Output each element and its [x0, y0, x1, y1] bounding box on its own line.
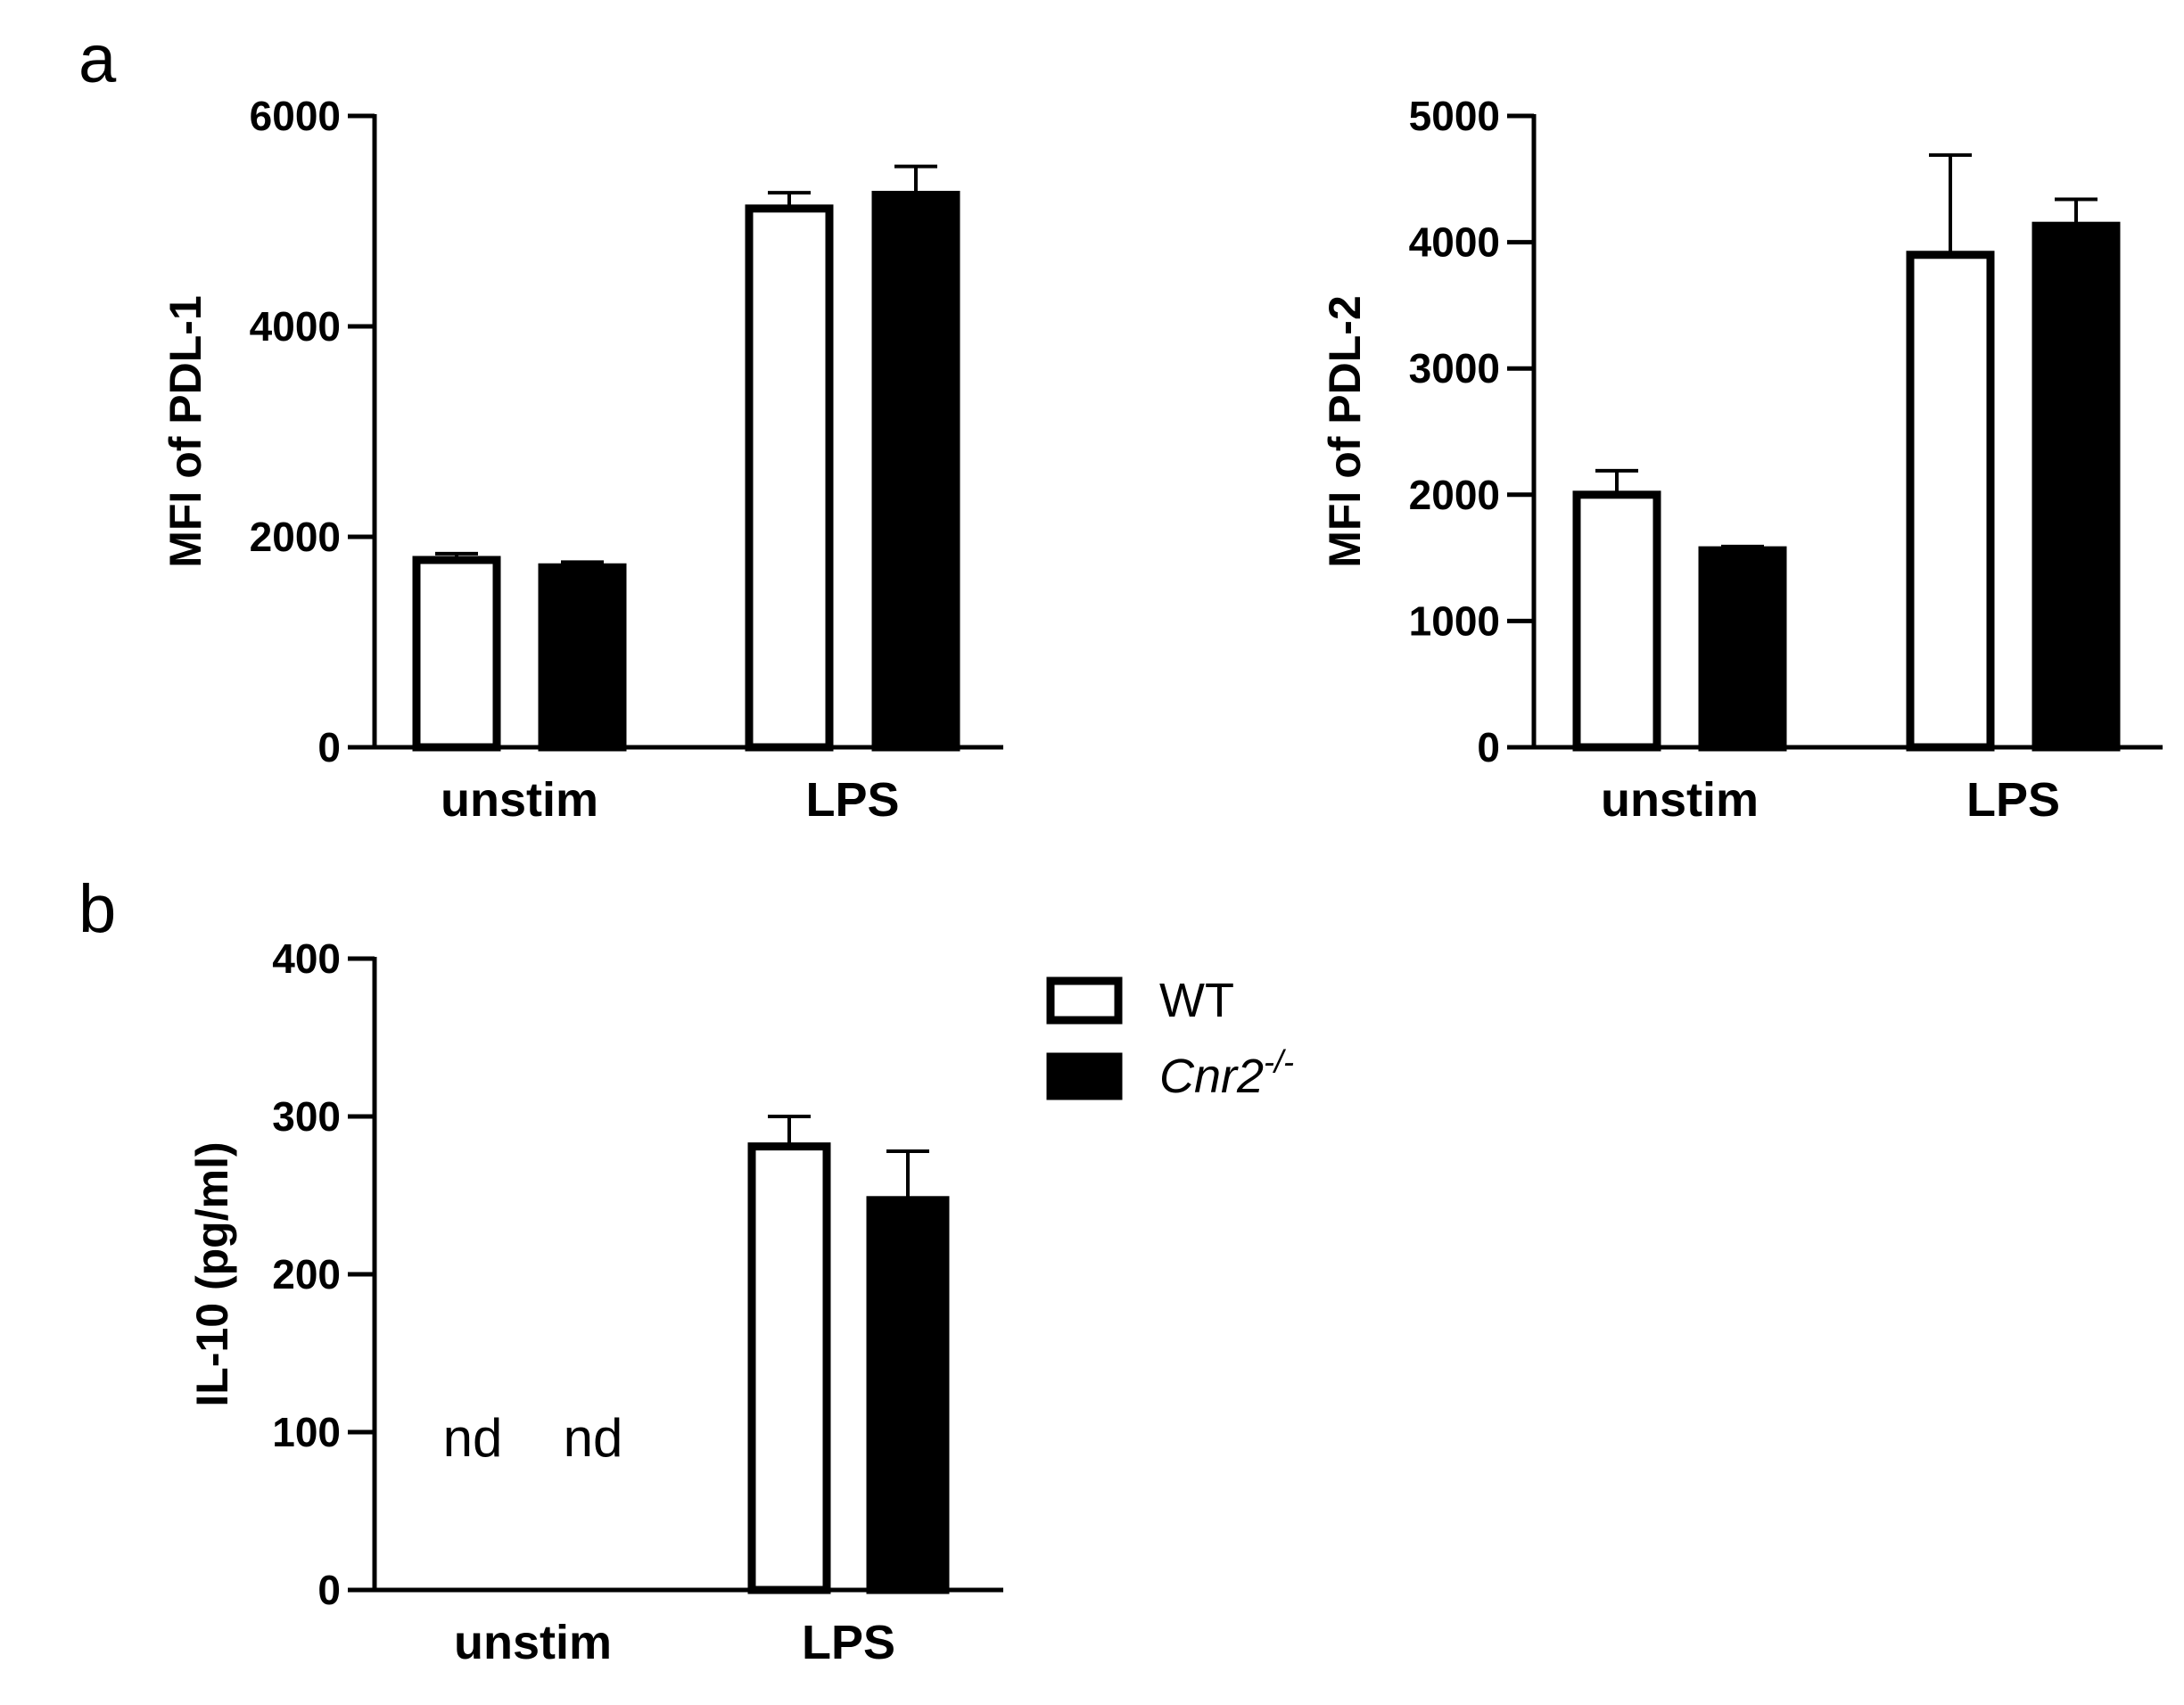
bar-wt	[745, 204, 834, 752]
y-tick-label: 0	[1477, 724, 1500, 770]
legend-label-cnr2-sup: -/-	[1264, 1043, 1294, 1080]
y-axis-label: MFI of PDL-2	[1320, 295, 1370, 568]
y-axis-label: IL-10 (pg/ml)	[187, 1141, 237, 1406]
legend-swatch-wt	[1046, 976, 1123, 1025]
bar-wt	[1572, 490, 1661, 752]
chart-il10: 0 100 200 300 400 IL-10 (pg/ml) unstim LPS nd nd	[187, 935, 1003, 1669]
bar-cnr2	[1698, 546, 1787, 752]
y-axis-label: MFI of PDL-1	[161, 295, 210, 568]
y-tick-label: 400	[272, 935, 341, 982]
bar-cnr2	[871, 191, 960, 752]
x-category-label: unstim	[454, 1616, 612, 1669]
bar-cnr2	[538, 563, 627, 752]
legend: WT Cnr2-/-	[1046, 974, 1294, 1103]
y-tick-label: 300	[272, 1093, 341, 1140]
y-tick-label: 100	[272, 1409, 341, 1455]
legend-label-cnr2-main: Cnr2	[1159, 1050, 1264, 1103]
bar-wt	[412, 556, 501, 752]
y-tick-label: 1000	[1409, 597, 1500, 644]
bar-cnr2	[866, 1196, 950, 1594]
legend-label-wt: WT	[1159, 974, 1234, 1027]
x-category-label: LPS	[802, 1616, 895, 1669]
bar-wt	[747, 1142, 831, 1594]
legend-label-cnr2: Cnr2-/-	[1159, 1043, 1294, 1103]
nd-annotation: nd	[443, 1408, 503, 1468]
y-tick-label: 4000	[250, 303, 341, 350]
x-category-label: LPS	[805, 773, 899, 827]
chart-pdl1: 0 2000 4000 6000 MFI of PDL-1 unstim LPS	[161, 93, 1003, 827]
bar-cnr2	[2032, 221, 2121, 752]
legend-swatch-cnr2	[1046, 1052, 1123, 1100]
y-tick-label: 2000	[1409, 472, 1500, 518]
y-tick-label: 2000	[250, 514, 341, 560]
panel-letter-a: a	[78, 21, 117, 97]
y-tick-label: 6000	[250, 93, 341, 139]
x-category-label: unstim	[441, 773, 598, 827]
nd-annotation: nd	[564, 1408, 623, 1468]
x-category-label: LPS	[1966, 773, 2060, 827]
chart-pdl2: 0 1000 2000 3000 4000 5000 MFI of PDL-2 unstim L…	[1320, 93, 2163, 827]
x-category-label: unstim	[1601, 773, 1759, 827]
y-tick-label: 5000	[1409, 93, 1500, 139]
y-tick-label: 4000	[1409, 219, 1500, 266]
y-tick-label: 0	[317, 724, 341, 770]
y-tick-label: 200	[272, 1251, 341, 1297]
y-tick-label: 3000	[1409, 345, 1500, 391]
panel-letter-b: b	[78, 871, 116, 947]
y-tick-label: 0	[317, 1567, 341, 1613]
bar-wt	[1906, 251, 1995, 752]
